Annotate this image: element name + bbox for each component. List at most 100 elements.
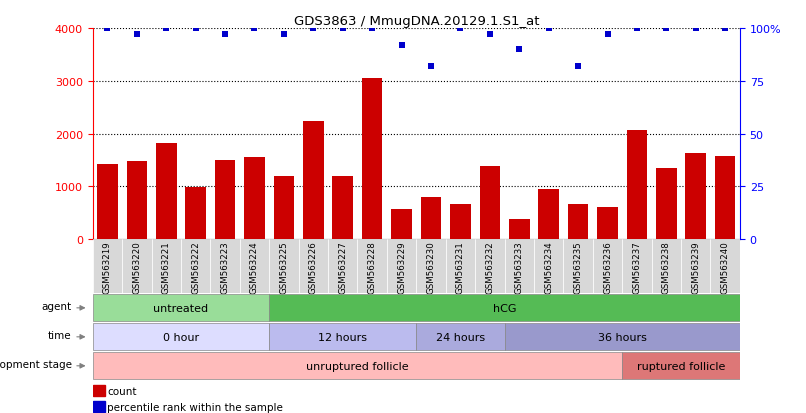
Text: GSM563233: GSM563233 [515,241,524,294]
Bar [93,386,105,396]
Text: GSM563231: GSM563231 [456,241,465,294]
Bar [534,240,563,293]
Bar [656,169,677,240]
Bar [269,294,740,322]
Bar [480,166,501,240]
Point [719,26,732,32]
Point [160,26,172,32]
Text: GSM563226: GSM563226 [309,241,318,294]
Bar [332,177,353,240]
Bar [622,240,652,293]
Text: percentile rank within the sample: percentile rank within the sample [107,402,283,412]
Text: agent: agent [41,302,72,312]
Bar [421,198,442,240]
Point [307,26,320,32]
Point [454,26,467,32]
Bar [391,209,412,240]
Text: GSM563237: GSM563237 [633,241,642,294]
Text: GSM563222: GSM563222 [191,241,200,294]
Text: GSM563224: GSM563224 [250,241,259,294]
Text: GSM563229: GSM563229 [397,241,406,294]
Text: 36 hours: 36 hours [598,332,646,342]
Bar [567,205,588,240]
Bar [597,207,618,240]
Bar [476,240,505,293]
Point [131,32,143,38]
Bar [210,240,240,293]
Bar [93,352,622,380]
Bar [127,161,147,240]
Text: GSM563234: GSM563234 [544,241,553,294]
Text: 12 hours: 12 hours [318,332,368,342]
Text: unruptured follicle: unruptured follicle [306,361,409,371]
Bar [303,122,324,240]
Bar [93,294,269,322]
Text: GSM563236: GSM563236 [603,241,612,294]
Bar [181,240,210,293]
Point [366,26,379,32]
Bar [505,323,740,351]
Text: GSM563227: GSM563227 [339,241,347,294]
Text: development stage: development stage [0,360,72,370]
Bar [299,240,328,293]
Bar [538,190,559,240]
Bar [622,352,740,380]
Text: GSM563240: GSM563240 [721,241,729,294]
Text: count: count [107,386,137,396]
Bar [328,240,358,293]
Text: GSM563238: GSM563238 [662,241,671,294]
Point [571,64,584,70]
Text: 0 hour: 0 hour [163,332,199,342]
Bar [446,240,476,293]
Title: GDS3863 / MmugDNA.20129.1.S1_at: GDS3863 / MmugDNA.20129.1.S1_at [293,15,539,28]
Bar [715,157,736,240]
Bar [358,240,387,293]
Point [630,26,643,32]
Bar [362,78,383,240]
Point [513,47,526,53]
Bar [387,240,417,293]
Point [277,32,290,38]
Bar [652,240,681,293]
Bar [450,205,471,240]
Bar [123,240,152,293]
Point [101,26,114,32]
Bar [417,240,446,293]
Text: GSM563225: GSM563225 [280,241,289,294]
Text: GSM563232: GSM563232 [485,241,494,294]
Point [425,64,438,70]
Text: GSM563219: GSM563219 [103,241,112,294]
Bar [417,323,505,351]
Point [395,43,408,49]
Text: GSM563223: GSM563223 [221,241,230,294]
Text: time: time [48,331,72,341]
Bar [711,240,740,293]
Bar [269,323,417,351]
Bar [681,240,711,293]
Point [660,26,673,32]
Bar [240,240,269,293]
Bar [509,220,530,240]
Point [689,26,702,32]
Point [484,32,496,38]
Text: hCG: hCG [492,303,517,313]
Bar [152,240,181,293]
Bar [563,240,593,293]
Text: GSM563220: GSM563220 [132,241,141,294]
Point [601,32,614,38]
Bar [93,240,123,293]
Text: ruptured follicle: ruptured follicle [637,361,725,371]
Text: GSM563239: GSM563239 [692,241,700,294]
Bar [505,240,534,293]
Text: untreated: untreated [153,303,209,313]
Bar [214,161,235,240]
Bar [626,131,647,240]
Bar [244,157,265,240]
Text: GSM563221: GSM563221 [162,241,171,294]
Point [189,26,202,32]
Point [542,26,555,32]
Bar [93,401,105,411]
Bar [156,144,177,240]
Bar [185,188,206,240]
Point [218,32,231,38]
